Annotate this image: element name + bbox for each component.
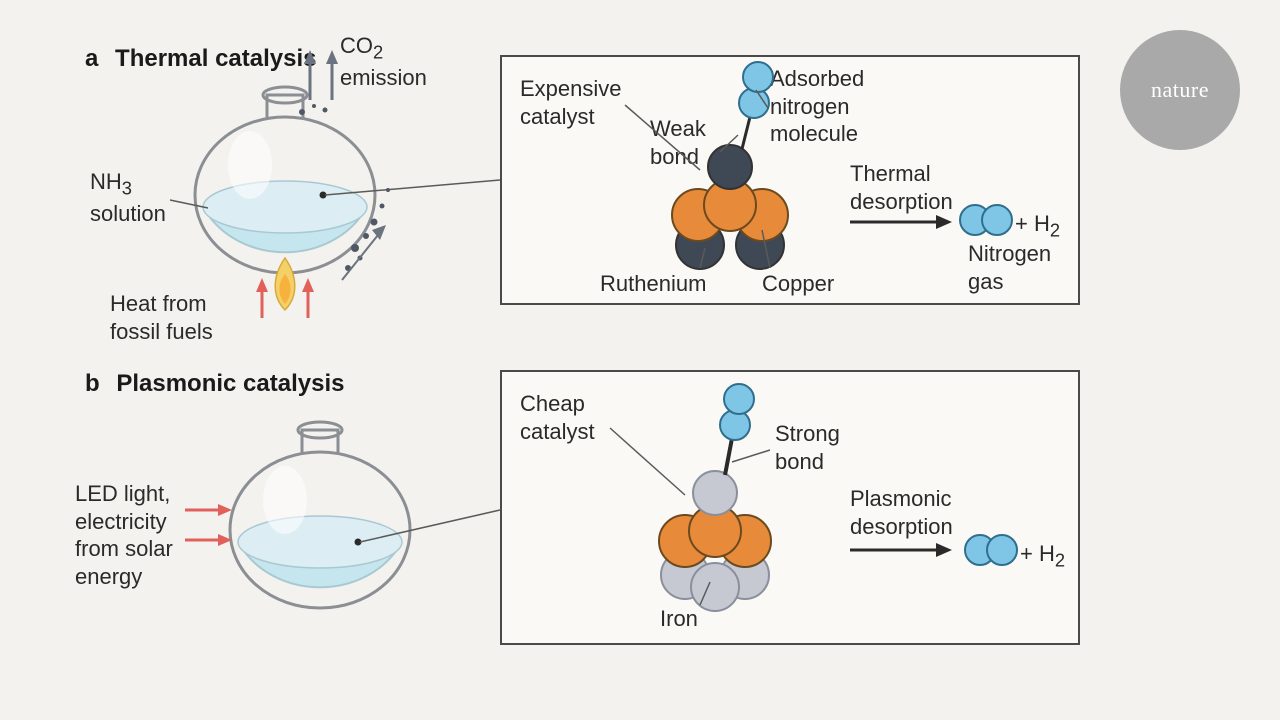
- weak-bond-label: Weak bond: [650, 115, 706, 170]
- expensive-catalyst-label: Expensive catalyst: [520, 75, 622, 130]
- panel-a-title: a Thermal catalysis: [85, 45, 316, 73]
- nitrogen-gas-label: Nitrogen gas: [968, 240, 1051, 295]
- panel-b-letter: b: [85, 370, 100, 397]
- nature-badge-text: nature: [1151, 77, 1209, 103]
- co2-label: CO2 emission: [340, 32, 427, 92]
- led-arrows: [185, 504, 232, 546]
- panel-a-title-text: Thermal catalysis: [115, 45, 316, 72]
- copper-label: Copper: [762, 270, 834, 298]
- flask-b: [230, 422, 410, 608]
- co2-bubbles: [299, 104, 390, 252]
- led-label: LED light, electricity from solar energy: [75, 480, 173, 590]
- cheap-catalyst-label: Cheap catalyst: [520, 390, 595, 445]
- product-a-plus: + H2: [1015, 210, 1060, 242]
- heat-label: Heat from fossil fuels: [110, 290, 213, 345]
- panel-b-title-text: Plasmonic catalysis: [116, 370, 344, 397]
- strong-bond-label: Strong bond: [775, 420, 840, 475]
- nh3-label: NH3 solution: [90, 168, 166, 228]
- iron-label: Iron: [660, 605, 698, 633]
- thermal-desorption-label: Thermal desorption: [850, 160, 953, 215]
- adsorbed-label: Adsorbed nitrogen molecule: [770, 65, 864, 148]
- panel-a-letter: a: [85, 45, 98, 72]
- panel-b-title: b Plasmonic catalysis: [85, 370, 344, 398]
- heat-arrows: [256, 278, 314, 318]
- nature-badge: nature: [1120, 30, 1240, 150]
- product-b-plus: + H2: [1020, 540, 1065, 572]
- flame: [275, 258, 295, 310]
- flask-a: [195, 87, 375, 273]
- figure-canvas: nature a Thermal catalysis b Plasmonic c…: [0, 0, 1280, 720]
- ruthenium-label: Ruthenium: [600, 270, 706, 298]
- plasmonic-desorption-label: Plasmonic desorption: [850, 485, 953, 540]
